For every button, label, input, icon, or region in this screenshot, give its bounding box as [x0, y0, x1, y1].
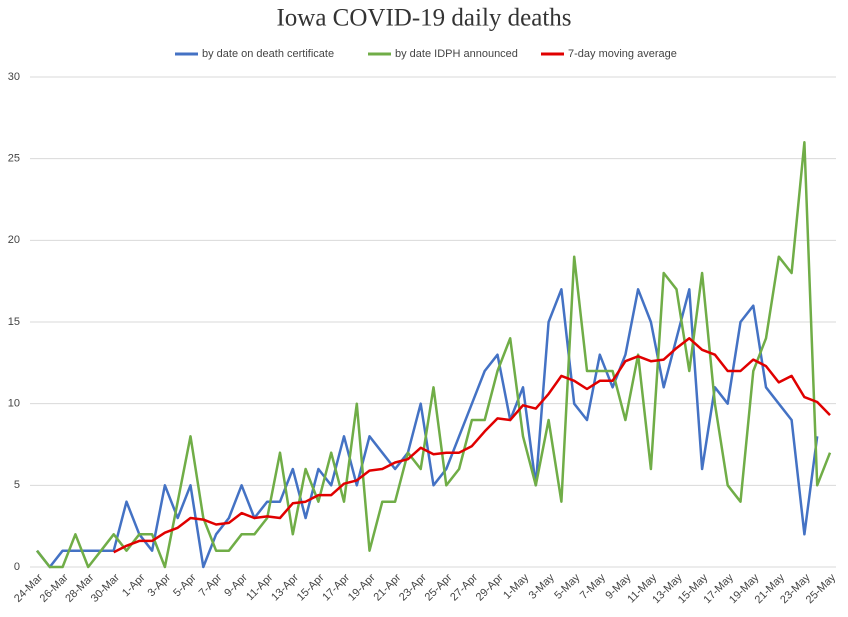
x-tick-label: 19-Apr	[346, 571, 378, 603]
y-tick-label: 15	[8, 316, 20, 328]
x-tick-label: 7-May	[578, 571, 608, 601]
legend-label: by date on death certificate	[202, 48, 334, 60]
x-tick-label: 7-Apr	[197, 571, 225, 599]
x-tick-label: 17-Apr	[320, 571, 352, 603]
x-tick-label: 21-Apr	[371, 571, 403, 603]
x-tick-label: 3-May	[527, 571, 557, 601]
y-tick-label: 10	[8, 398, 20, 410]
x-tick-label: 25-Apr	[423, 571, 455, 603]
chart-title: Iowa COVID-19 daily deaths	[276, 5, 571, 32]
legend-label: 7-day moving average	[568, 48, 677, 60]
x-tick-label: 15-Apr	[295, 571, 327, 603]
x-tick-label: 3-Apr	[146, 571, 174, 599]
x-tick-label: 23-Apr	[397, 571, 429, 603]
x-tick-label: 1-Apr	[120, 571, 148, 599]
y-tick-label: 20	[8, 234, 20, 246]
x-tick-label: 1-May	[501, 571, 531, 601]
series-line	[36, 288, 819, 569]
y-tick-label: 30	[8, 71, 20, 83]
series-line	[113, 337, 831, 554]
x-tick-label: 13-Apr	[269, 571, 301, 603]
x-tick-label: 30-Mar	[89, 571, 122, 604]
y-tick-label: 5	[14, 479, 20, 491]
x-tick-label: 5-May	[552, 571, 582, 601]
x-tick-label: 27-Apr	[448, 571, 480, 603]
x-tick-label: 5-Apr	[171, 571, 199, 599]
y-tick-label: 25	[8, 153, 20, 165]
legend-label: by date IDPH announced	[395, 48, 518, 60]
series-line	[36, 141, 832, 569]
x-tick-label: 29-Apr	[474, 571, 506, 603]
y-tick-label: 0	[14, 561, 20, 573]
